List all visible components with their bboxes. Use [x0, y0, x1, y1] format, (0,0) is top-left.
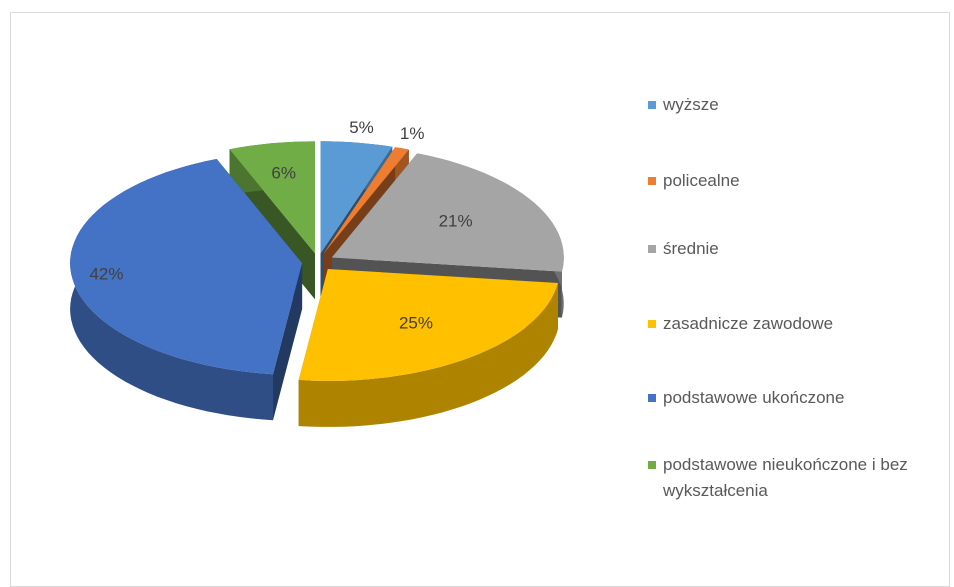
slice [70, 159, 303, 375]
legend-label: policealne [663, 171, 740, 190]
legend-item: zasadnicze zawodowe [645, 311, 954, 337]
slice [229, 141, 315, 254]
slice-side [298, 283, 558, 427]
legend-swatch [648, 101, 656, 109]
legend-swatch [648, 394, 656, 402]
data-label: 42% [89, 265, 123, 284]
legend-swatch [648, 461, 656, 469]
slice [298, 269, 558, 381]
data-label: 1% [400, 124, 425, 143]
legend-item: wyższe [645, 92, 954, 118]
legend-swatch [648, 320, 656, 328]
legend-item: podstawowe nieukończone i bez wykształce… [645, 452, 954, 504]
data-label: 25% [399, 313, 433, 332]
slice-wall [273, 263, 303, 421]
data-label: 6% [271, 164, 296, 183]
slice [331, 153, 564, 272]
slice [320, 141, 393, 254]
data-label: 21% [439, 212, 473, 231]
legend-label: średnie [663, 239, 719, 258]
legend-label: zasadnicze zawodowe [663, 314, 834, 333]
legend-item: średnie [645, 236, 954, 262]
legend-label: wyższe [663, 95, 719, 114]
legend-item: policealne [645, 168, 954, 194]
legend-swatch [648, 177, 656, 185]
slice [323, 147, 409, 254]
legend-label: podstawowe nieukończone i bez wykształce… [663, 455, 908, 500]
data-label: 5% [349, 118, 374, 137]
pie-chart: 5% 1% 21% 25% 42% 6% [70, 118, 564, 427]
legend-item: podstawowe ukończone [645, 385, 954, 411]
legend-label: podstawowe ukończone [663, 388, 845, 407]
legend-swatch [648, 245, 656, 253]
